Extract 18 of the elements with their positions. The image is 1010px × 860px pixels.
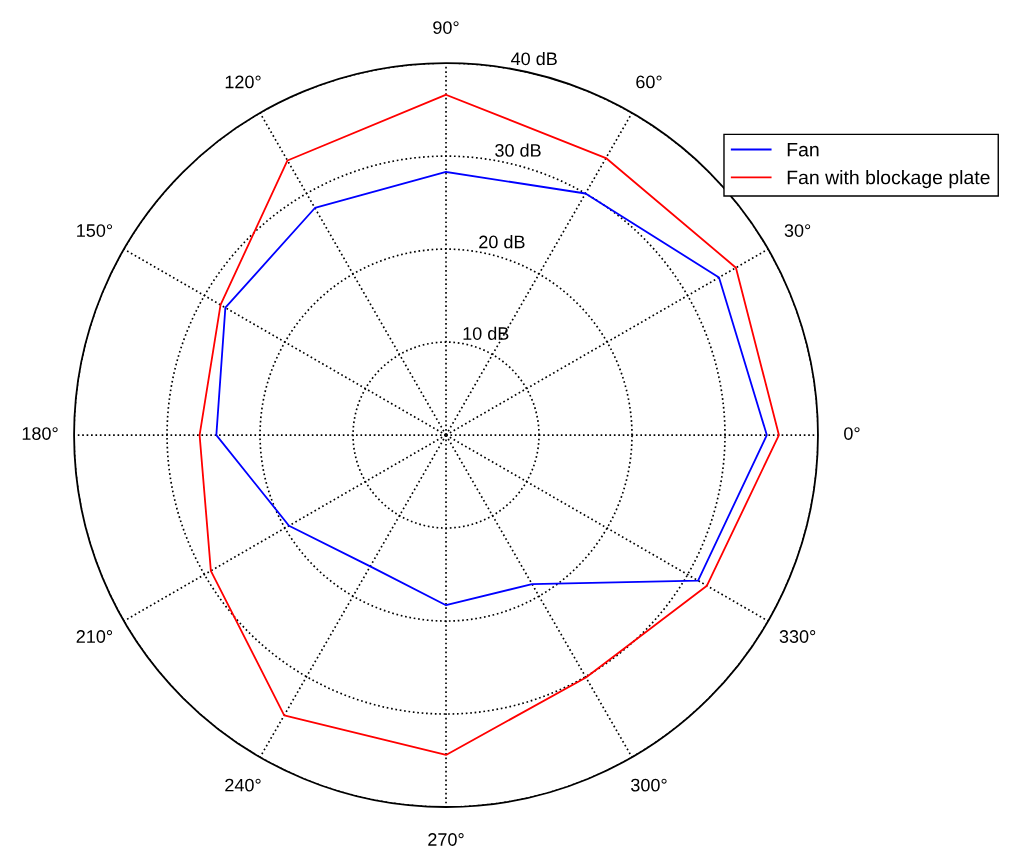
spoke-label: 30° <box>784 224 811 237</box>
spoke-label: 0° <box>844 427 860 440</box>
y-tick-label: 10 dB <box>463 326 509 340</box>
spoke-label: 150° <box>77 224 113 237</box>
spoke-label: 300° <box>631 778 667 792</box>
legend-label: Fan with blockage plate <box>787 170 990 189</box>
spoke-label: 270° <box>428 833 464 846</box>
spoke-label: 330° <box>779 630 816 643</box>
y-tick-label: 20 dB <box>479 235 525 249</box>
spoke-label: 120° <box>225 75 261 89</box>
y-tick-label: 30 dB <box>495 143 541 157</box>
spoke-label: 60° <box>636 75 662 89</box>
spoke-label: 240° <box>225 778 261 792</box>
spoke-label: 90° <box>433 21 459 34</box>
legend-label: Fan <box>787 142 819 157</box>
y-tick-label: 40 dB <box>511 51 557 66</box>
spoke-label: 180° <box>22 427 58 440</box>
spoke-label: 210° <box>76 630 113 643</box>
